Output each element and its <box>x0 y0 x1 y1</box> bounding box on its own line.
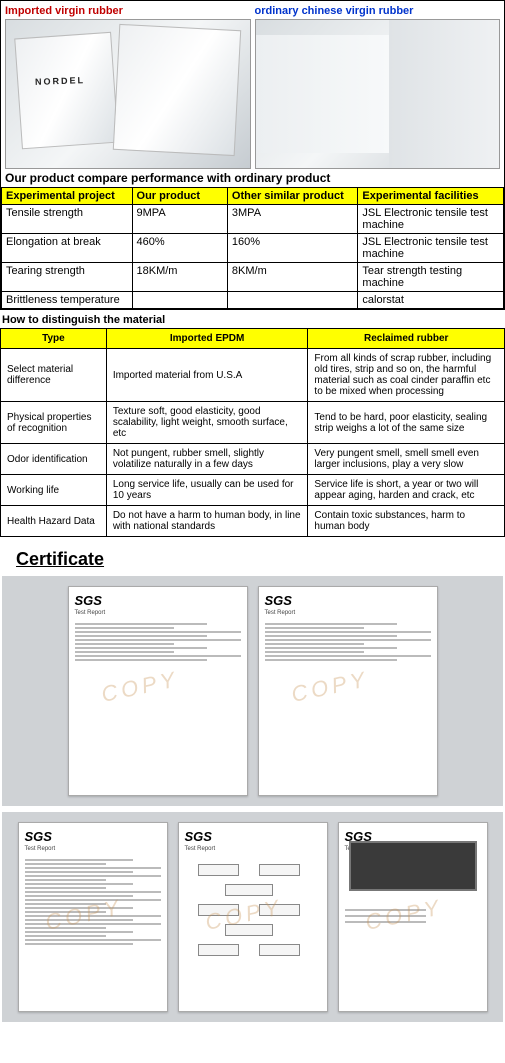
sgs-logo: SGS <box>75 593 241 608</box>
compare-title: Our product compare performance with ord… <box>1 169 504 187</box>
copy-watermark: COPY <box>289 666 371 708</box>
cert-doc: SGS Test Report COPY <box>258 586 438 796</box>
report-header: Test Report <box>75 610 241 617</box>
cert-doc: SGS Test Report COPY <box>68 586 248 796</box>
table-row: Health Hazard DataDo not have a harm to … <box>1 506 505 537</box>
top-section: Imported virgin rubber NORDEL ordinary c… <box>0 0 505 310</box>
cert-row-2: SGSTest ReportCOPYSGSTest ReportCOPYSGST… <box>10 822 495 1012</box>
table-row: Odor identificationNot pungent, rubber s… <box>1 444 505 475</box>
dist-header: Reclaimed rubber <box>308 329 505 349</box>
table-row: Tensile strength9MPA3MPA JSL Electronic … <box>2 205 504 234</box>
dist-header: Type <box>1 329 107 349</box>
table-row: Tearing strength18KM/m8KM/mTear strength… <box>2 263 504 292</box>
table-row: Working lifeLong service life, usually c… <box>1 475 505 506</box>
table-row: Elongation at break460%160% JSL Electron… <box>2 234 504 263</box>
photo-label-left: Imported virgin rubber <box>5 5 251 17</box>
sgs-logo: SGS <box>25 829 161 844</box>
photo-label-right: ordinary chinese virgin rubber <box>255 5 501 17</box>
cert-panel-2: SGSTest ReportCOPYSGSTest ReportCOPYSGST… <box>2 812 503 1022</box>
table-row: Brittleness temperaturecalorstat <box>2 292 504 309</box>
cert-row-1: SGS Test Report COPY SGS Test Report COPY <box>10 586 495 796</box>
sgs-logo: SGS <box>265 593 431 608</box>
photo-col-left: Imported virgin rubber NORDEL <box>5 5 251 169</box>
cert-doc: SGSTest ReportCOPY <box>338 822 488 1012</box>
copy-watermark: COPY <box>99 666 181 708</box>
photo-left: NORDEL <box>5 19 251 169</box>
cert-panel-1: SGS Test Report COPY SGS Test Report COPY <box>2 576 503 806</box>
report-header: Test Report <box>265 610 431 617</box>
dist-table: TypeImported EPDMReclaimed rubber Select… <box>0 328 505 537</box>
compare-header: Other similar product <box>227 188 358 205</box>
certificate-title: Certificate <box>0 537 505 576</box>
compare-header: Our product <box>132 188 227 205</box>
photo-row: Imported virgin rubber NORDEL ordinary c… <box>1 1 504 169</box>
photo-col-right: ordinary chinese virgin rubber <box>255 5 501 169</box>
photo-right <box>255 19 501 169</box>
dist-title: How to distinguish the material <box>0 310 505 328</box>
cert-doc: SGSTest ReportCOPY <box>18 822 168 1012</box>
nordel-brand: NORDEL <box>35 75 85 87</box>
table-row: Select material differenceImported mater… <box>1 349 505 402</box>
compare-header: Experimental facilities <box>358 188 504 205</box>
dist-header: Imported EPDM <box>106 329 308 349</box>
report-header: Test Report <box>185 846 321 853</box>
report-header: Test Report <box>25 846 161 853</box>
cert-doc: SGSTest ReportCOPY <box>178 822 328 1012</box>
compare-table: Experimental projectOur productOther sim… <box>1 187 504 309</box>
compare-header: Experimental project <box>2 188 133 205</box>
table-row: Physical properties of recognitionTextur… <box>1 402 505 444</box>
sgs-logo: SGS <box>185 829 321 844</box>
